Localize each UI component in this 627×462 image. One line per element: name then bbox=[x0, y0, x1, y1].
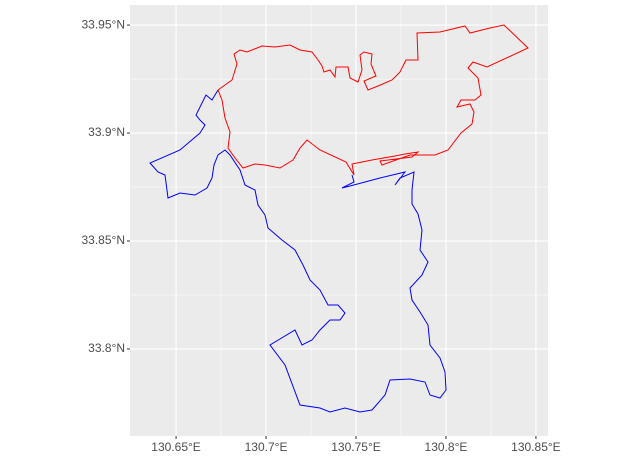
x-tick-label: 130.8°E bbox=[425, 440, 468, 454]
x-tick-label: 130.75°E bbox=[331, 440, 381, 454]
panel bbox=[130, 5, 548, 436]
x-tick-label: 130.85°E bbox=[511, 440, 561, 454]
north-boundary bbox=[217, 24, 529, 176]
x-tick-label: 130.65°E bbox=[151, 440, 201, 454]
south-boundary bbox=[149, 89, 447, 413]
y-tick-label: 33.95°N bbox=[82, 17, 126, 31]
x-tick-label: 130.7°E bbox=[245, 440, 288, 454]
y-tick-label: 33.85°N bbox=[82, 233, 126, 247]
y-tick-label: 33.9°N bbox=[88, 125, 125, 139]
grid bbox=[130, 5, 548, 436]
y-tick-label: 33.8°N bbox=[88, 341, 125, 355]
